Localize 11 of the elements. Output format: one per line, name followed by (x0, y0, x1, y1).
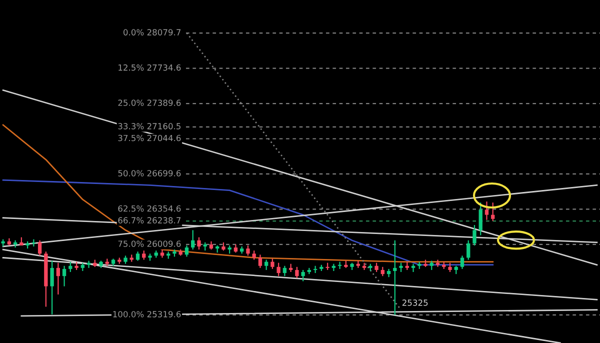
ref-line-label: 0.0% 28079.7 (123, 29, 181, 36)
ref-line-label: 12.5% 27734.6 (118, 64, 181, 71)
ref-line-label: 25.0% 27389.6 (118, 100, 181, 106)
ref-line-label: 50.0% 26699.6 (118, 170, 181, 176)
ref-line-label: 62.5% 26354.6 (118, 205, 181, 212)
annotation: 25325 (402, 300, 428, 306)
ref-line-label: 37.5% 27044.6 (118, 134, 181, 142)
ref-line-label: 100.0% 25319.6 (113, 311, 181, 318)
ref-line-label: 66.7% 26238.7 (118, 217, 181, 224)
ref-line-label: 75.0% 26009.6 (118, 240, 181, 247)
ref-line-label: 33.3% 27160.5 (118, 123, 180, 130)
